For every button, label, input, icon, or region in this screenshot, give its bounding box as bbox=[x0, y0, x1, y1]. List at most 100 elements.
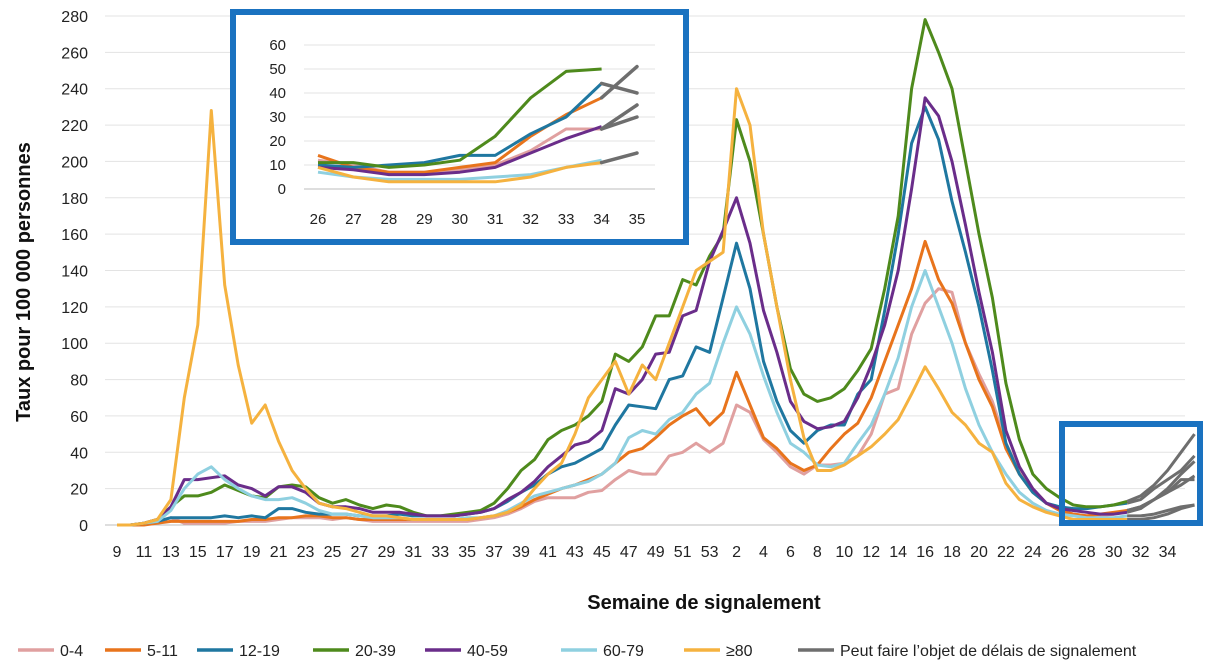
x-tick-label: 37 bbox=[485, 544, 503, 561]
inset-y-tick-label: 10 bbox=[269, 157, 286, 174]
y-axis-title: Taux pour 100 000 personnes bbox=[13, 142, 35, 422]
legend-item: 60-79 bbox=[561, 643, 644, 660]
legend-label: 20-39 bbox=[355, 643, 396, 660]
x-tick-label: 33 bbox=[431, 544, 449, 561]
y-tick-label: 220 bbox=[61, 118, 88, 135]
inset-x-tick-label: 27 bbox=[345, 211, 362, 228]
x-tick-label: 12 bbox=[862, 544, 880, 561]
y-tick-label: 200 bbox=[61, 154, 88, 171]
main-x-tick-labels: 9 11 13 15 17 19 21 23 25 27 29 31 33 35 37 39 41 43 45 47 4… bbox=[113, 544, 1177, 561]
y-tick-label: 240 bbox=[61, 82, 88, 99]
inset-x-tick-labels: 26 27 28 29 30 31 32 33 34 35 bbox=[310, 211, 646, 228]
x-tick-label: 16 bbox=[916, 544, 934, 561]
inset-panel-background bbox=[230, 9, 689, 245]
x-tick-label: 20 bbox=[970, 544, 988, 561]
inset-y-tick-label: 20 bbox=[269, 133, 286, 150]
recent-weeks-highlight-box bbox=[1059, 421, 1203, 526]
delayed-segment-line bbox=[1126, 454, 1196, 505]
series-line bbox=[117, 87, 1128, 527]
inset-delayed-segment bbox=[599, 151, 639, 165]
x-tick-label: 4 bbox=[759, 544, 768, 561]
inset-delayed-segment bbox=[599, 81, 639, 95]
inset-delayed-segment bbox=[599, 115, 639, 131]
inset-x-tick-label: 26 bbox=[310, 211, 327, 228]
delayed-segment-line bbox=[1126, 474, 1196, 514]
inset-series-lines bbox=[317, 64, 639, 184]
y-tick-label: 20 bbox=[70, 482, 88, 499]
y-tick-label: 180 bbox=[61, 191, 88, 208]
x-tick-label: 39 bbox=[512, 544, 530, 561]
y-tick-label: 100 bbox=[61, 336, 88, 353]
y-tick-label: 40 bbox=[70, 445, 88, 462]
inset-y-tick-label: 60 bbox=[269, 37, 286, 54]
x-tick-label: 25 bbox=[324, 544, 342, 561]
x-tick-label: 41 bbox=[539, 544, 557, 561]
inset-series-line bbox=[317, 161, 602, 184]
series-line bbox=[117, 269, 1128, 527]
main-series-lines bbox=[117, 18, 1196, 527]
x-tick-label: 18 bbox=[943, 544, 961, 561]
x-tick-label: 27 bbox=[351, 544, 369, 561]
inset-x-tick-label: 29 bbox=[416, 211, 433, 228]
x-tick-label: 43 bbox=[566, 544, 584, 561]
inset-x-tick-label: 28 bbox=[381, 211, 398, 228]
x-tick-label: 26 bbox=[1051, 544, 1069, 561]
series-line bbox=[117, 96, 1128, 527]
legend-item: 0-4 bbox=[18, 643, 83, 660]
x-tick-label: 9 bbox=[113, 544, 122, 561]
x-axis-title: Semaine de signalement bbox=[587, 592, 821, 614]
inset-y-tick-label: 40 bbox=[269, 85, 286, 102]
inset-series-line bbox=[317, 125, 603, 177]
legend-label: 0-4 bbox=[60, 643, 83, 660]
legend-item: 12-19 bbox=[197, 643, 280, 660]
series-line bbox=[117, 105, 1128, 527]
x-tick-label: 28 bbox=[1078, 544, 1096, 561]
inset-x-tick-label: 35 bbox=[629, 211, 646, 228]
y-tick-label: 140 bbox=[61, 264, 88, 281]
x-tick-label: 14 bbox=[889, 544, 907, 561]
x-tick-label: 53 bbox=[701, 544, 719, 561]
x-tick-label: 22 bbox=[997, 544, 1015, 561]
inset-x-tick-label: 31 bbox=[487, 211, 504, 228]
inset-x-tick-label: 33 bbox=[558, 211, 575, 228]
inset-x-tick-label: 32 bbox=[522, 211, 539, 228]
x-tick-label: 45 bbox=[593, 544, 611, 561]
legend-item: 40-59 bbox=[425, 643, 508, 660]
x-tick-label: 19 bbox=[243, 544, 261, 561]
inset-y-tick-label: 50 bbox=[269, 61, 286, 78]
delayed-segment-line bbox=[1127, 503, 1195, 521]
y-tick-label: 160 bbox=[61, 227, 88, 244]
inset-series-line bbox=[318, 67, 602, 169]
inset-x-tick-label: 30 bbox=[451, 211, 468, 228]
x-tick-label: 34 bbox=[1159, 544, 1177, 561]
y-tick-label: 0 bbox=[79, 518, 88, 535]
legend-item: ≥80 bbox=[684, 643, 753, 660]
legend-label: Peut faire l’objet de délais de signalem… bbox=[840, 643, 1137, 660]
y-tick-label: 260 bbox=[61, 45, 88, 62]
y-tick-label: 60 bbox=[70, 409, 88, 426]
x-tick-label: 8 bbox=[813, 544, 822, 561]
y-tick-label: 280 bbox=[61, 9, 88, 26]
legend-item: 20-39 bbox=[313, 643, 396, 660]
legend-label: 12-19 bbox=[239, 643, 280, 660]
x-tick-label: 49 bbox=[647, 544, 665, 561]
x-tick-label: 15 bbox=[189, 544, 207, 561]
x-tick-label: 32 bbox=[1132, 544, 1150, 561]
legend-item: Peut faire l’objet de délais de signalem… bbox=[798, 643, 1137, 660]
x-tick-label: 35 bbox=[458, 544, 476, 561]
x-tick-label: 13 bbox=[162, 544, 180, 561]
x-tick-label: 2 bbox=[732, 544, 741, 561]
x-tick-label: 10 bbox=[835, 544, 853, 561]
x-tick-label: 51 bbox=[674, 544, 692, 561]
series-line bbox=[117, 287, 1128, 527]
y-tick-label: 120 bbox=[61, 300, 88, 317]
legend-item: 5-11 bbox=[105, 643, 178, 660]
x-tick-label: 30 bbox=[1105, 544, 1123, 561]
inset-delayed-segment bbox=[599, 64, 639, 100]
inset-x-tick-label: 34 bbox=[593, 211, 610, 228]
x-tick-label: 47 bbox=[620, 544, 638, 561]
inset-y-tick-label: 30 bbox=[269, 109, 286, 126]
legend-label: ≥80 bbox=[726, 643, 753, 660]
x-tick-label: 11 bbox=[136, 544, 153, 561]
x-tick-label: 17 bbox=[216, 544, 234, 561]
